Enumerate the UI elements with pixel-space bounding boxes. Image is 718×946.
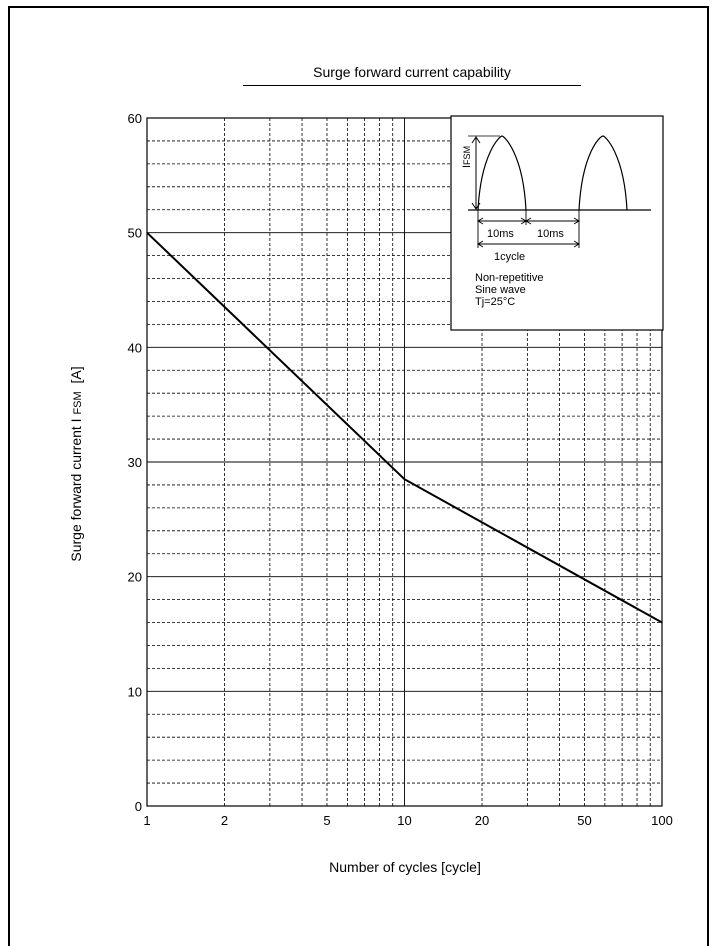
inset-note-2: Sine wave [475,285,526,296]
y-tick-label: 10 [128,684,142,699]
x-tick-label: 100 [651,813,673,828]
x-tick-label: 10 [397,813,411,828]
x-tick-label: 50 [577,813,591,828]
inset-ifsm-main: I [461,165,473,168]
inset-cycle-label: 1cycle [494,252,525,263]
inset-ifsm-label: IFSM [462,146,473,168]
inset-dim2-label: 10ms [537,229,564,240]
x-tick-label: 2 [221,813,228,828]
y-tick-label: 50 [128,226,142,241]
y-tick-label: 30 [128,455,142,470]
y-tick-label: 20 [128,570,142,585]
y-tick-label: 0 [135,799,142,814]
inset-dim1-label: 10ms [487,229,514,240]
y-tick-label: 60 [128,111,142,126]
y-tick-label: 40 [128,340,142,355]
x-tick-label: 5 [323,813,330,828]
x-tick-label: 20 [475,813,489,828]
inset-note-1: Non-repetitive [475,273,543,284]
x-tick-label: 1 [143,813,150,828]
inset-note-3: Tj=25°C [475,297,515,308]
inset-ifsm-sub: FSM [462,146,472,165]
